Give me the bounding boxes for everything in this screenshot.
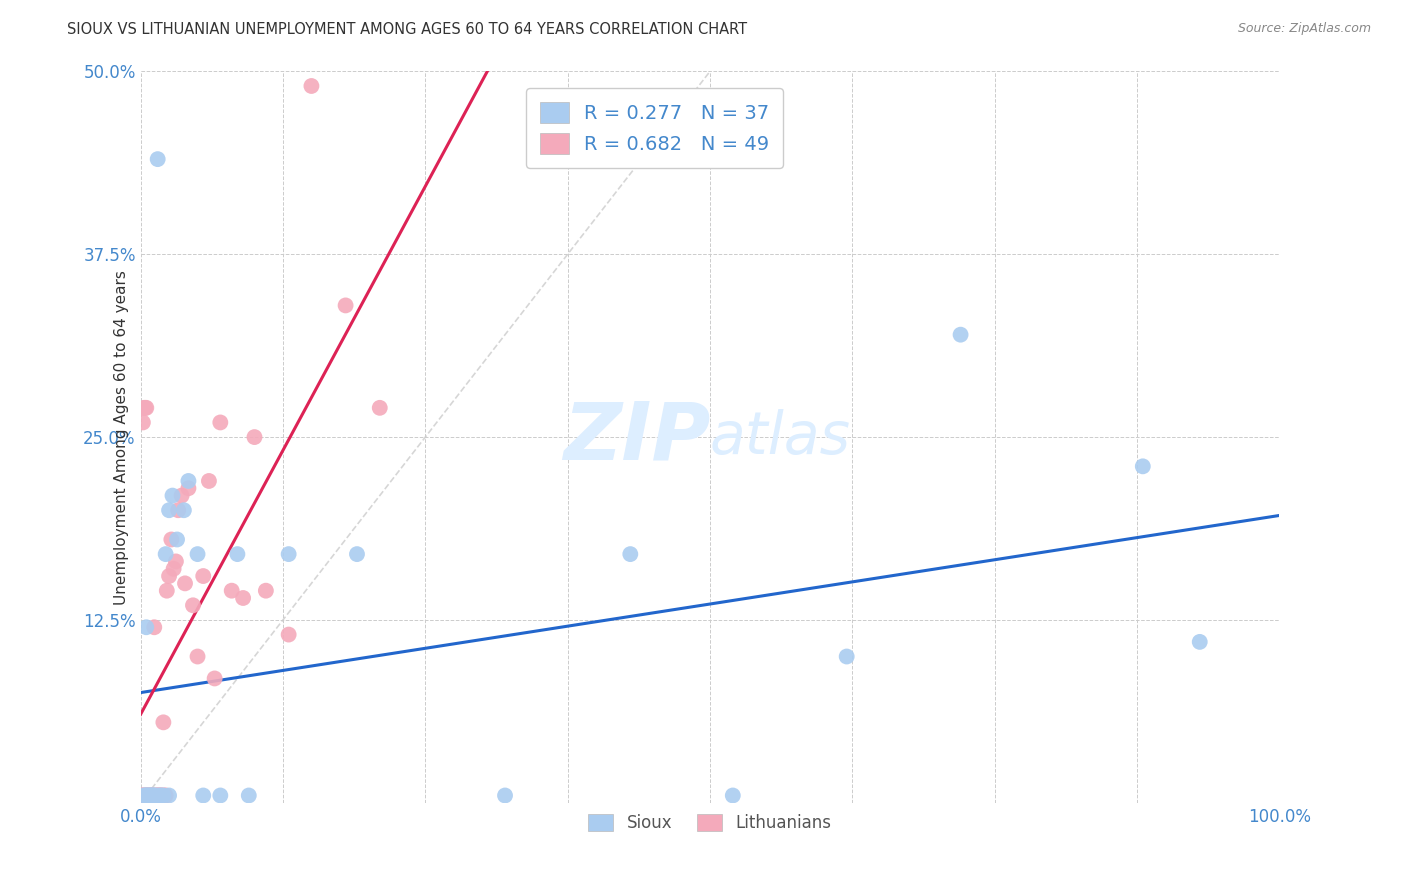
Point (141, 789, 163, 803)
Point (134, 789, 156, 803)
Point (157, 789, 180, 803)
Point (153, 789, 176, 803)
Point (136, 789, 159, 803)
Point (145, 789, 167, 803)
Point (134, 401, 156, 415)
Point (132, 789, 155, 803)
Point (157, 503, 180, 517)
Point (145, 789, 167, 803)
Point (173, 503, 195, 517)
Point (177, 481, 200, 495)
Point (152, 789, 174, 803)
Legend: Sioux, Lithuanians: Sioux, Lithuanians (582, 807, 838, 838)
Point (177, 474, 200, 488)
Point (132, 416, 155, 430)
Point (143, 620, 166, 634)
Point (142, 789, 165, 803)
Point (335, 298, 357, 312)
Point (156, 583, 179, 598)
Point (368, 401, 391, 415)
Point (152, 715, 174, 730)
Point (162, 489, 184, 503)
Point (165, 554, 187, 568)
Point (138, 789, 160, 803)
Text: atlas: atlas (710, 409, 851, 466)
Point (243, 430, 266, 444)
Point (150, 789, 173, 803)
Point (138, 789, 160, 803)
Point (166, 533, 188, 547)
Point (232, 591, 254, 605)
Point (181, 599, 204, 613)
Point (167, 503, 190, 517)
Point (254, 583, 277, 598)
Text: Source: ZipAtlas.com: Source: ZipAtlas.com (1237, 22, 1371, 36)
Point (198, 474, 221, 488)
Point (141, 789, 163, 803)
Point (204, 672, 226, 686)
Point (145, 789, 167, 803)
Text: ZIP: ZIP (562, 398, 710, 476)
Point (138, 789, 160, 803)
Point (146, 152, 169, 166)
Point (835, 649, 858, 664)
Point (209, 789, 232, 803)
Point (174, 576, 197, 591)
Point (132, 789, 155, 803)
Point (277, 627, 299, 641)
Point (1132, 459, 1154, 474)
Point (148, 789, 170, 803)
Point (135, 789, 157, 803)
Point (160, 533, 183, 547)
Point (170, 489, 193, 503)
Point (135, 620, 157, 634)
Point (131, 789, 153, 803)
Point (277, 547, 299, 561)
Point (193, 569, 215, 583)
Point (949, 327, 972, 342)
Text: SIOUX VS LITHUANIAN UNEMPLOYMENT AMONG AGES 60 TO 64 YEARS CORRELATION CHART: SIOUX VS LITHUANIAN UNEMPLOYMENT AMONG A… (67, 22, 748, 37)
Point (494, 789, 516, 803)
Point (157, 569, 180, 583)
Point (149, 789, 172, 803)
Point (136, 789, 159, 803)
Point (301, 78, 323, 93)
Point (138, 789, 160, 803)
Point (186, 649, 209, 664)
Point (150, 789, 173, 803)
Point (150, 789, 173, 803)
Point (146, 789, 169, 803)
Point (132, 789, 155, 803)
Point (238, 789, 260, 803)
Point (139, 789, 162, 803)
Point (619, 547, 641, 561)
Point (155, 789, 177, 803)
Point (132, 401, 155, 415)
Point (139, 789, 162, 803)
Point (155, 547, 177, 561)
Point (162, 562, 184, 576)
Point (221, 583, 243, 598)
Point (186, 547, 209, 561)
Point (135, 401, 157, 415)
Y-axis label: Unemployment Among Ages 60 to 64 years: Unemployment Among Ages 60 to 64 years (114, 269, 129, 605)
Point (142, 789, 165, 803)
Point (148, 789, 170, 803)
Point (134, 789, 156, 803)
Point (143, 789, 166, 803)
Point (135, 789, 157, 803)
Point (209, 416, 232, 430)
Point (226, 547, 249, 561)
Point (193, 789, 215, 803)
Point (721, 789, 744, 803)
Point (346, 547, 368, 561)
Point (1188, 635, 1211, 649)
